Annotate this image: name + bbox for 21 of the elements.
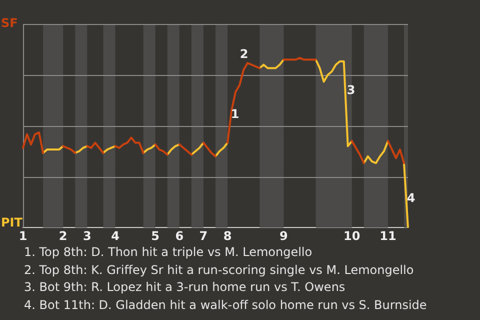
x-tick-label: 5 [151, 228, 160, 243]
text: 4. Bot 11th: D. Gladden hit a walk-off solo home run vs S. Burnside [24, 296, 427, 314]
x-tick-label: 6 [175, 228, 184, 243]
x-tick-label: 2 [58, 228, 68, 243]
annotation: 1 [230, 107, 240, 122]
x-tick-label: 3 [82, 228, 92, 243]
x-tick-label: 7 [199, 228, 208, 243]
annotation: 3 [346, 83, 356, 98]
x-tick-label: 9 [279, 228, 288, 243]
x-tick-label: 11 [380, 228, 396, 243]
annotation: 2 [240, 47, 248, 62]
text: SF [1, 16, 18, 30]
x-tick-label: 10 [344, 228, 360, 243]
annotation: 4 [406, 191, 416, 206]
x-tick-label: 1 [18, 228, 28, 243]
x-tick-label: 4 [111, 228, 120, 243]
x-tick-label: 8 [223, 228, 232, 243]
text: 1. Top 8th: D. Thon hit a triple vs M. Lemongello [24, 244, 314, 261]
text: 3. Bot 9th: R. Lopez hit a 3-run home run vs T. Owens [24, 279, 346, 296]
text: PIT [1, 216, 24, 230]
text: 2. Top 8th: K. Griffey Sr hit a run-scoring single vs M. Lemongello [24, 262, 415, 278]
